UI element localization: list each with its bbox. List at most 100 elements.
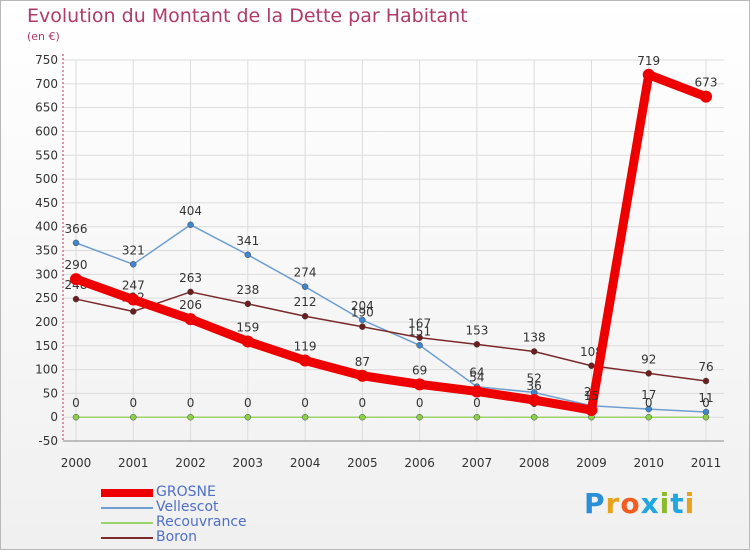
x-tick-label: 2007 (462, 456, 493, 470)
data-label: 274 (294, 266, 317, 280)
data-label: 52 (527, 371, 542, 385)
data-point (642, 68, 655, 81)
data-label: 92 (641, 352, 656, 366)
data-label: 54 (469, 370, 484, 384)
logo-letter: P (584, 487, 606, 520)
data-label: 17 (641, 388, 656, 402)
data-point (702, 413, 710, 421)
data-point (127, 293, 140, 306)
data-label: 204 (351, 299, 374, 313)
data-label: 0 (645, 396, 653, 410)
y-tick-label: 650 (35, 101, 58, 115)
data-point (356, 369, 369, 382)
data-point (528, 394, 541, 407)
logo-letter: i (659, 487, 671, 520)
data-point (530, 413, 538, 421)
logo-letter: o (620, 487, 641, 520)
logo-letter: x (640, 487, 660, 520)
data-label: 87 (355, 355, 370, 369)
data-point (530, 348, 538, 355)
data-point (187, 288, 194, 296)
data-label: 206 (179, 298, 202, 312)
logo-letter: t (670, 487, 685, 520)
logo-letter: r (605, 487, 621, 520)
y-tick-label: 150 (35, 339, 58, 353)
x-tick-label: 2008 (519, 456, 550, 470)
data-point (130, 413, 137, 421)
data-label: 247 (122, 279, 145, 293)
data-label: 11 (698, 391, 713, 405)
proxiti-logo: Proxiti (584, 487, 695, 520)
data-point (416, 342, 423, 349)
data-label: 290 (65, 258, 88, 272)
data-point (473, 413, 481, 421)
data-point (241, 335, 254, 348)
x-tick-label: 2005 (347, 456, 378, 470)
data-label: 0 (359, 396, 367, 410)
data-label: 341 (236, 234, 259, 248)
data-point (416, 334, 423, 341)
y-tick-label: 700 (35, 77, 58, 91)
data-label: 138 (523, 330, 546, 344)
x-tick-label: 2006 (404, 456, 435, 470)
data-point (72, 239, 80, 247)
x-tick-label: 2011 (691, 456, 722, 470)
data-label: 36 (527, 379, 542, 393)
data-label: 0 (129, 396, 137, 410)
legend-swatch (101, 522, 153, 524)
data-label: 0 (702, 396, 710, 410)
y-tick-label: 550 (35, 148, 58, 162)
data-point (588, 362, 595, 370)
y-tick-label: 300 (35, 267, 58, 281)
y-tick-label: 350 (35, 244, 58, 258)
y-tick-label: 250 (35, 291, 58, 305)
legend-label: Vellescot (156, 499, 219, 515)
data-point (244, 300, 252, 308)
data-point (187, 221, 194, 229)
data-label: 238 (236, 283, 259, 297)
data-point (130, 308, 137, 315)
data-point (413, 378, 426, 391)
x-tick-label: 2003 (233, 456, 264, 470)
legend-swatch (101, 507, 153, 509)
data-point (301, 283, 309, 290)
data-point (700, 90, 712, 103)
data-point (470, 385, 483, 398)
data-label: 15 (584, 389, 599, 403)
x-tick-label: 2004 (290, 456, 321, 470)
data-point (645, 405, 652, 413)
data-point (130, 261, 137, 268)
data-point (416, 413, 423, 421)
y-tick-label: 600 (35, 124, 58, 138)
data-point (359, 413, 366, 421)
data-point (301, 413, 309, 421)
y-tick-label: 500 (35, 172, 58, 186)
data-label: 0 (473, 396, 481, 410)
data-label: 0 (187, 396, 195, 410)
data-label: 167 (408, 317, 431, 331)
data-point (359, 316, 366, 324)
data-label: 719 (637, 54, 660, 68)
y-tick-label: 200 (35, 315, 58, 329)
data-label: 0 (416, 396, 424, 410)
data-point (184, 313, 197, 326)
data-label: 212 (294, 295, 317, 309)
series-line-grosne (71, 70, 711, 415)
data-point (244, 251, 252, 259)
data-label: 404 (179, 204, 202, 218)
data-point (244, 413, 252, 421)
y-tick-label: 0 (50, 410, 58, 424)
data-label: 151 (408, 324, 431, 338)
data-point (70, 273, 82, 286)
data-point (473, 341, 481, 348)
y-tick-label: 750 (35, 53, 58, 67)
data-label: 64 (469, 366, 484, 380)
legend-swatch (101, 489, 153, 497)
data-point (187, 413, 194, 421)
y-tick-label: 100 (35, 363, 58, 377)
logo-letter: i (684, 487, 696, 520)
x-tick-label: 2001 (118, 456, 149, 470)
data-label: 69 (412, 363, 427, 377)
data-label: 0 (301, 396, 309, 410)
